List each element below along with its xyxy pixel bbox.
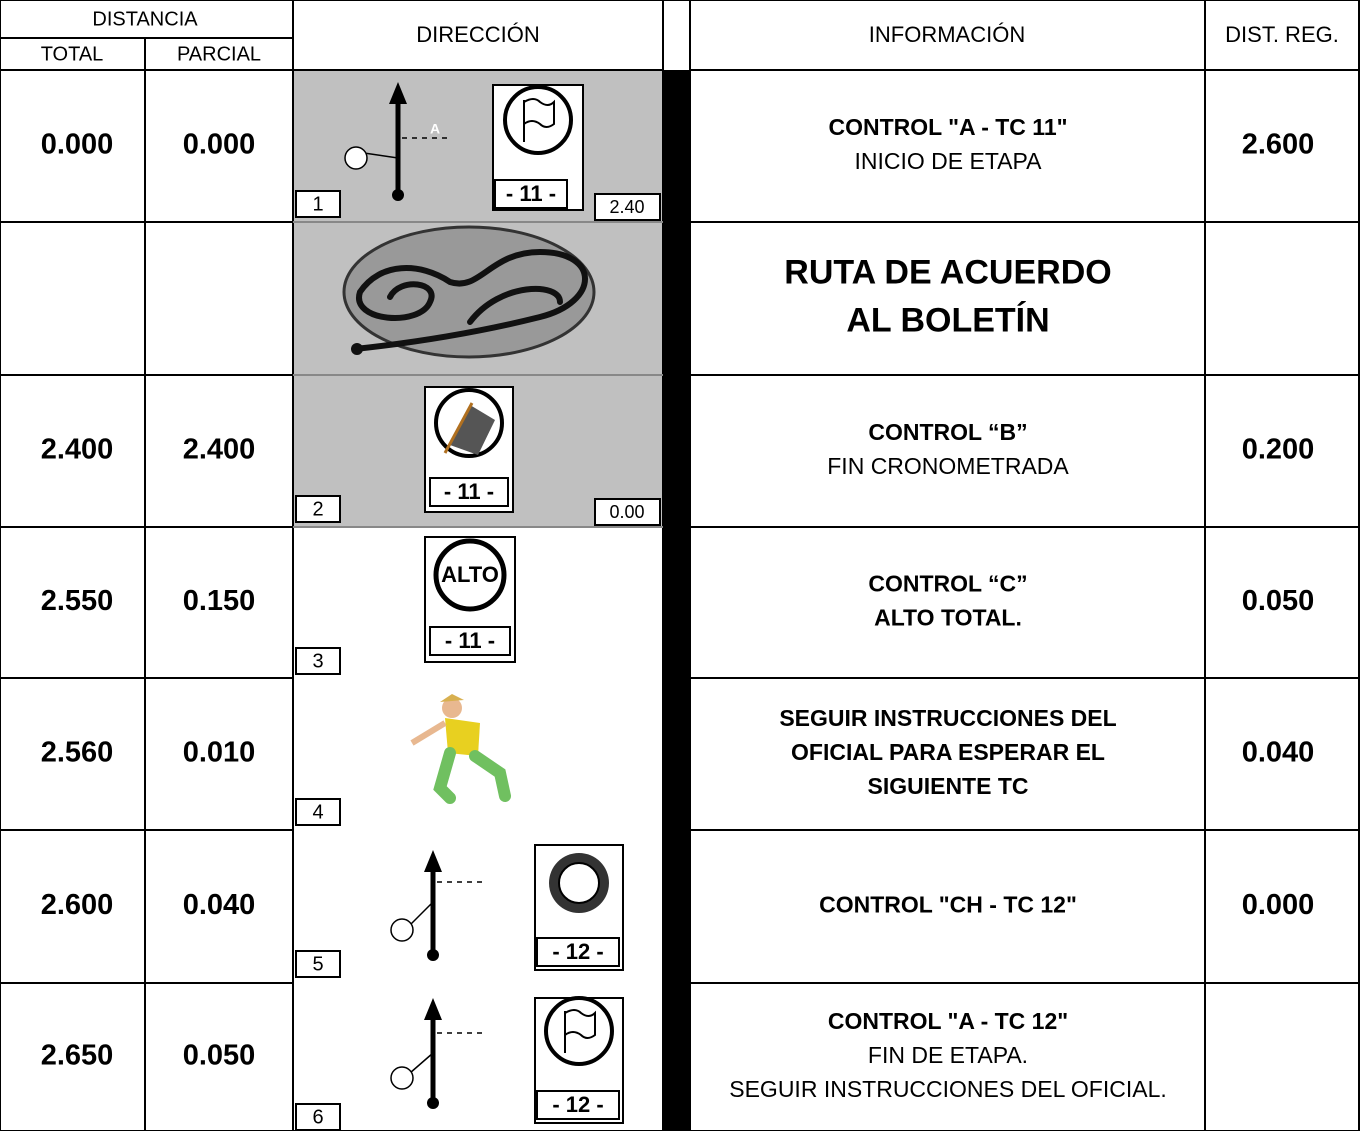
map-start [351, 343, 363, 355]
info-line: CONTROL "CH - TC 12" [819, 892, 1077, 918]
info-line: SEGUIR INSTRUCCIONES DEL [779, 705, 1116, 731]
total: 2.600 [41, 889, 114, 921]
sign-label: - 12 - [552, 1092, 603, 1117]
step-box [295, 647, 341, 675]
branch [409, 1052, 434, 1074]
sign-label-box [429, 477, 509, 507]
info-line: OFICIAL PARA ESPERAR EL [791, 739, 1105, 765]
marker: A [430, 121, 440, 137]
partial-box [594, 193, 661, 221]
step-number: 6 [312, 1106, 323, 1128]
info-line: RUTA DE ACUERDO [784, 253, 1111, 291]
header-total: TOTAL [41, 43, 104, 65]
arrow-head [424, 998, 442, 1020]
sign-label: - 12 - [552, 939, 603, 964]
header-parcial: PARCIAL [177, 43, 261, 65]
step-box [295, 1103, 341, 1131]
flag-pole [443, 402, 474, 454]
info-line: AL BOLETÍN [846, 301, 1049, 339]
info-line: CONTROL "A - TC 12" [828, 1008, 1068, 1034]
sign-label: - 11 - [506, 181, 556, 206]
header-distancia: DISTANCIA [92, 8, 198, 30]
step-box [295, 798, 341, 826]
dist-reg: 0.000 [1242, 889, 1315, 921]
arrow-dot [427, 1097, 439, 1109]
arrow-head [424, 850, 442, 872]
sign-label-box [536, 1090, 620, 1120]
step-box [295, 495, 341, 523]
partial-label: 0.00 [609, 502, 644, 522]
branch [363, 152, 399, 159]
info-line: CONTROL “B” [868, 419, 1027, 445]
parcial: 0.150 [183, 585, 256, 617]
flag [523, 98, 555, 142]
total: 2.560 [41, 737, 114, 769]
dist-reg: 0.050 [1242, 585, 1315, 617]
header-informacion: INFORMACIÓN [869, 22, 1025, 47]
step-number: 2 [312, 498, 323, 520]
branch [409, 901, 434, 926]
info-line: CONTROL “C” [868, 571, 1027, 597]
total: 2.400 [41, 434, 114, 466]
sign-circle [433, 538, 507, 612]
parcial: 2.400 [183, 434, 256, 466]
total: 0.000 [41, 129, 114, 161]
info-line: ALTO TOTAL. [874, 605, 1022, 631]
dist-reg: 0.040 [1242, 737, 1315, 769]
sign-label: - 11 - [445, 628, 495, 653]
sign-label-box [536, 937, 620, 967]
step-number: 4 [312, 801, 323, 823]
flag [564, 1009, 596, 1053]
parcial: 0.050 [183, 1040, 256, 1072]
map-route [352, 248, 588, 352]
sign-label-box [429, 626, 511, 656]
branch-circle [390, 1066, 414, 1090]
arrow-dot [427, 949, 439, 961]
header-direccion: DIRECCIÓN [416, 22, 539, 47]
sign-text: ALTO [441, 562, 499, 587]
person-arm [410, 720, 447, 746]
info-line: CONTROL "A - TC 11" [828, 114, 1067, 140]
dist-reg: 2.600 [1242, 129, 1315, 161]
parcial: 0.010 [183, 737, 256, 769]
branch-circle [344, 146, 368, 170]
step-number: 3 [312, 650, 323, 672]
branch-circle [390, 918, 414, 942]
info-line: INICIO DE ETAPA [854, 148, 1042, 174]
step-box [295, 950, 341, 978]
info-line: FIN DE ETAPA. [868, 1042, 1028, 1068]
info-line: FIN CRONOMETRADA [827, 453, 1069, 479]
sign-circle [544, 996, 614, 1066]
sign-label-box [494, 179, 568, 209]
info-line: SEGUIR INSTRUCCIONES DEL OFICIAL. [729, 1076, 1167, 1102]
step-number: 1 [312, 193, 323, 215]
partial-box [594, 498, 661, 526]
person-head [442, 698, 462, 718]
person-legs [433, 747, 511, 804]
stopwatch-face [558, 862, 600, 904]
map-outer [342, 225, 596, 359]
dist-reg: 0.200 [1242, 434, 1315, 466]
info-line: SIGUIENTE TC [867, 773, 1028, 799]
parcial: 0.000 [183, 129, 256, 161]
sign-circle [503, 85, 573, 155]
black-column [663, 70, 690, 1131]
total: 2.550 [41, 585, 114, 617]
total: 2.650 [41, 1040, 114, 1072]
partial-label: 2.40 [609, 197, 644, 217]
person-hat [440, 694, 464, 702]
person-body [445, 718, 480, 756]
header-dist-reg: DIST. REG. [1225, 22, 1339, 47]
step-number: 5 [312, 953, 323, 975]
checkered-flag [450, 405, 495, 455]
step-box [295, 190, 341, 218]
sign-label: - 11 - [444, 479, 494, 504]
arrow-dot [392, 189, 404, 201]
parcial: 0.040 [183, 889, 256, 921]
arrow-head [389, 82, 407, 104]
